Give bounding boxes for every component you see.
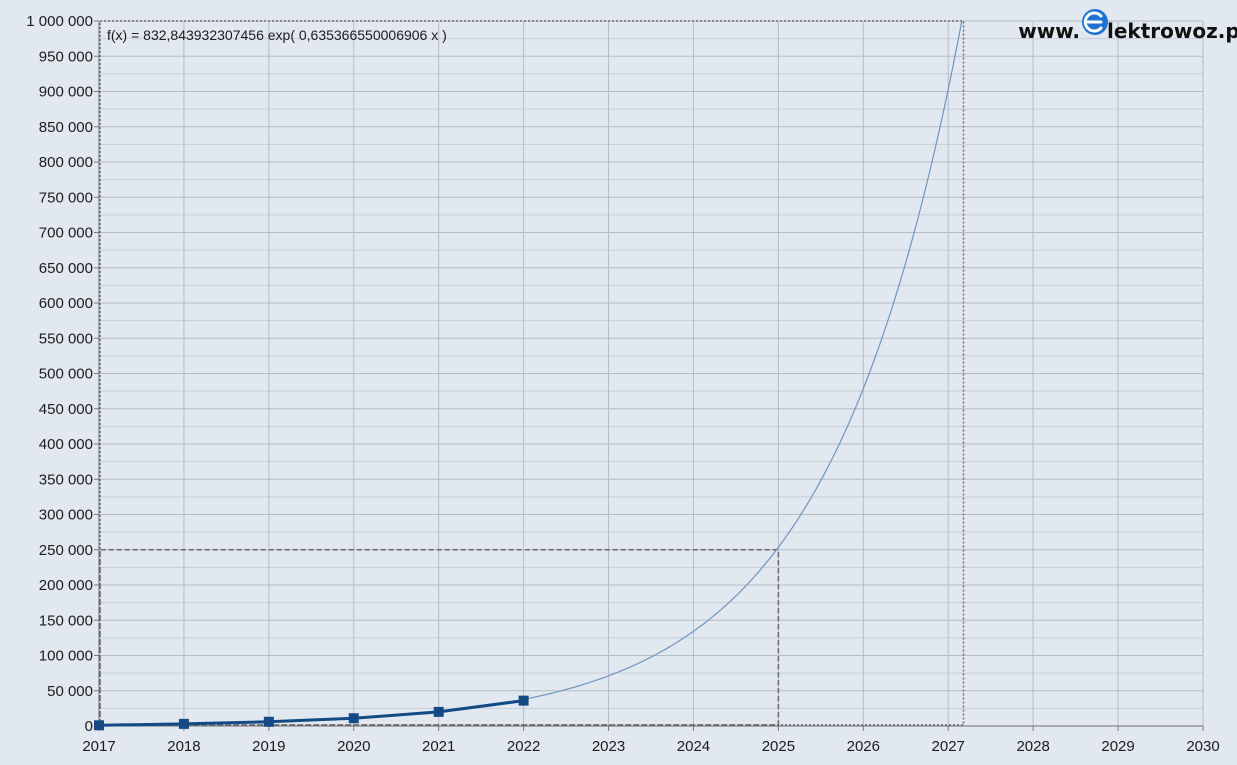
trendline-equation: f(x) = 832,843932307456 exp( 0,635366550… (107, 27, 447, 43)
y-tick-label: 650 000 (39, 260, 93, 277)
plug-e-icon (1082, 9, 1108, 35)
data-point (94, 720, 104, 731)
x-tick-label: 2023 (592, 738, 625, 755)
y-tick-label: 200 000 (39, 577, 93, 594)
data-point (348, 713, 359, 724)
y-tick-label: 750 000 (39, 189, 93, 206)
y-tick-label: 800 000 (39, 154, 93, 171)
y-tick-label: 0 (85, 718, 93, 735)
series-line (98, 699, 524, 727)
grid (98, 20, 1204, 727)
brand-suffix: lektrowoz.pl (1107, 19, 1237, 43)
y-tick-label: 850 000 (39, 119, 93, 136)
y-tick-label: 1 000 000 (26, 13, 93, 30)
y-tick-labels: 0 50 000 100 000 150 000 200 000 250 000 300 0… (26, 13, 93, 735)
x-tick-label: 2024 (677, 738, 710, 755)
data-point (433, 706, 444, 717)
brand-prefix: www. (1018, 19, 1080, 43)
y-tick-label: 250 000 (39, 542, 93, 559)
data-point (178, 718, 189, 729)
y-tick-label: 300 000 (39, 507, 93, 524)
y-tick-label: 700 000 (39, 225, 93, 242)
y-tick-label: 900 000 (39, 84, 93, 101)
x-tick-label: 2025 (762, 738, 795, 755)
x-tick-label: 2030 (1186, 738, 1219, 755)
y-tick-label: 150 000 (39, 612, 93, 629)
x-tick-label: 2020 (337, 738, 370, 755)
x-tick-label: 2017 (82, 738, 115, 755)
y-tick-label: 500 000 (39, 366, 93, 383)
annotation-guide (99, 20, 965, 726)
data-point (263, 716, 274, 727)
series-layer (94, 695, 529, 731)
x-tick-label: 2022 (507, 738, 540, 755)
x-tick-labels: 2017 2018 2019 2020 2021 2022 2023 2024 2025 2026… (82, 738, 1219, 755)
x-tick-label: 2027 (932, 738, 965, 755)
y-tick-label: 450 000 (39, 401, 93, 418)
x-tick-label: 2028 (1016, 738, 1049, 755)
y-tick-label: 550 000 (39, 330, 93, 347)
y-tick-label: 950 000 (39, 48, 93, 65)
y-tick-label: 600 000 (39, 295, 93, 312)
x-tick-label: 2029 (1101, 738, 1134, 755)
y-tick-label: 100 000 (39, 648, 93, 665)
axes (94, 20, 1204, 731)
x-tick-label: 2026 (847, 738, 880, 755)
brand-logo[interactable]: www. lektrowoz.pl (1018, 9, 1237, 43)
x-tick-label: 2018 (167, 738, 200, 755)
annotation-guides (99, 20, 965, 726)
y-tick-label: 400 000 (39, 436, 93, 453)
y-tick-label: 350 000 (39, 471, 93, 488)
data-point (518, 695, 529, 706)
x-tick-label: 2019 (252, 738, 285, 755)
y-tick-label: 50 000 (47, 683, 93, 700)
x-tick-label: 2021 (422, 738, 455, 755)
